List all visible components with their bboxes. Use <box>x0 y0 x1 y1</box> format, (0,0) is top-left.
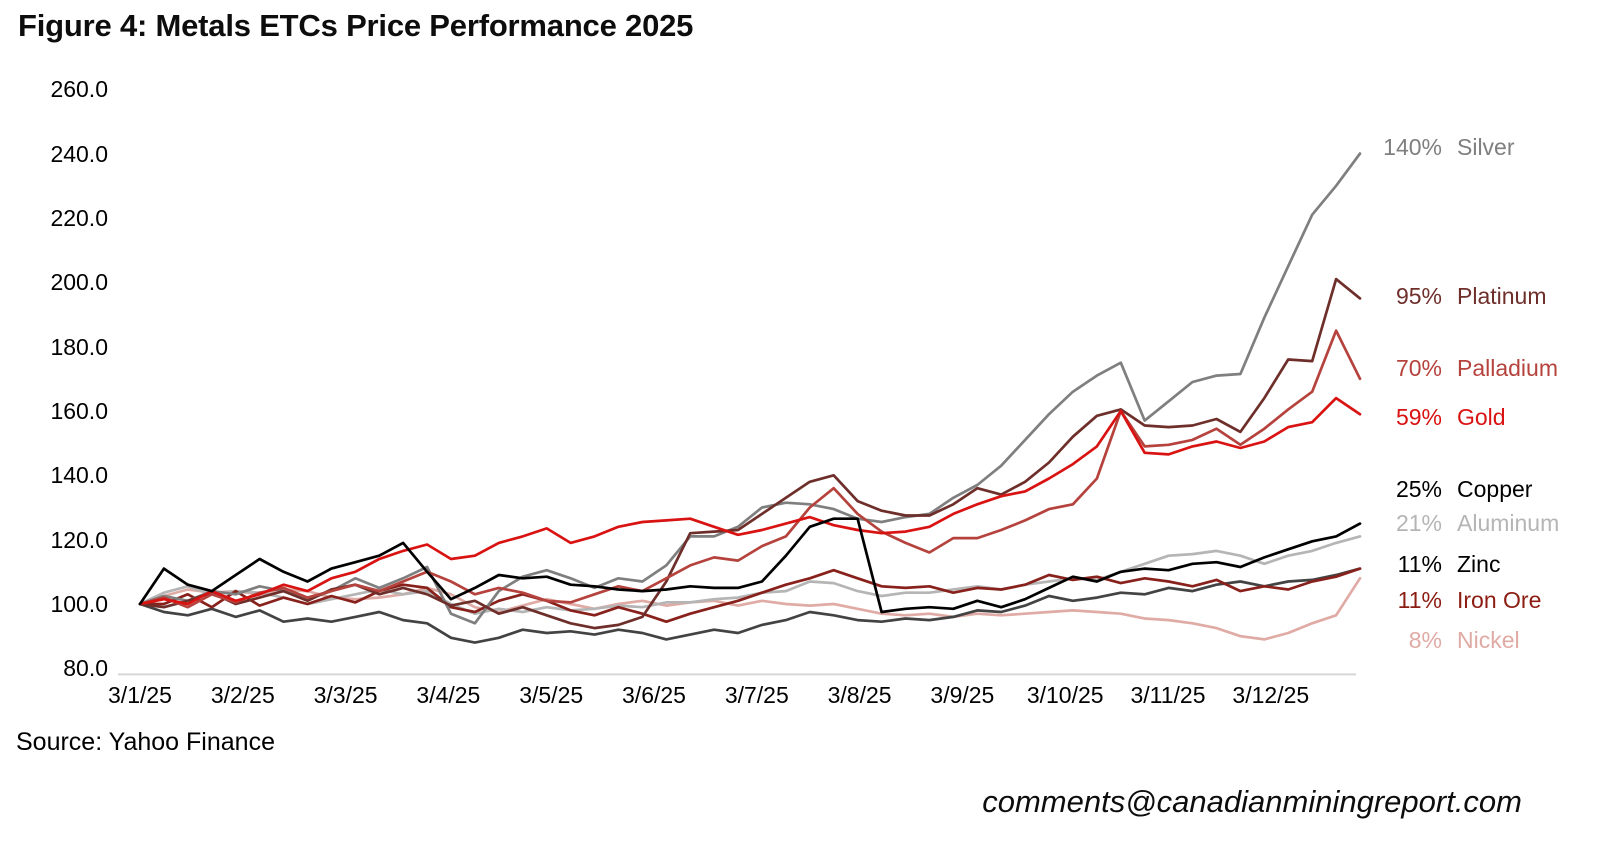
series-pct: 21% <box>1395 510 1442 536</box>
x-tick-label: 3/10/25 <box>1026 682 1104 708</box>
line-platinum <box>138 277 1362 630</box>
series-label-zinc: 11% Zinc <box>1366 551 1501 578</box>
series-name: Aluminum <box>1457 510 1560 536</box>
series-pct: 59% <box>1395 404 1442 430</box>
series-name: Palladium <box>1457 355 1558 381</box>
footer-email: comments@canadianminingreport.com <box>982 784 1522 819</box>
series-pct: 25% <box>1395 476 1442 502</box>
series-label-aluminum: 21% Aluminum <box>1366 510 1559 537</box>
series-name: Nickel <box>1457 627 1520 653</box>
y-tick-label: 120.0 <box>50 526 108 553</box>
series-pct: 11% <box>1397 551 1442 577</box>
x-tick-label: 3/4/25 <box>416 682 481 708</box>
page-title: Figure 4: Metals ETCs Price Performance … <box>18 8 694 43</box>
source-note: Source: Yahoo Finance <box>16 728 275 756</box>
line-iron-ore <box>138 567 1362 624</box>
y-tick-label: 220.0 <box>50 204 108 231</box>
y-tick-label: 200.0 <box>50 269 108 296</box>
x-tick-label: 3/11/25 <box>1130 682 1206 708</box>
x-tick-label: 3/12/25 <box>1232 682 1310 708</box>
line-gold <box>138 396 1362 606</box>
line-silver <box>138 152 1362 625</box>
x-tick-label: 3/6/25 <box>622 682 686 708</box>
y-tick-label: 80.0 <box>63 655 108 682</box>
line-aluminum <box>138 535 1362 616</box>
series-pct: 140% <box>1383 134 1442 160</box>
series-pct: 11% <box>1397 587 1442 613</box>
series-pct: 95% <box>1395 283 1442 309</box>
series-label-palladium: 70% Palladium <box>1366 355 1558 382</box>
x-tick-label: 3/5/25 <box>519 682 584 708</box>
series-label-gold: 59% Gold <box>1366 404 1506 431</box>
series-name: Iron Ore <box>1457 587 1542 613</box>
x-tick-label: 3/2/25 <box>210 682 275 708</box>
series-label-platinum: 95% Platinum <box>1366 283 1547 310</box>
y-tick-label: 140.0 <box>50 462 108 489</box>
x-tick-label: 3/7/25 <box>724 682 789 708</box>
series-name: Silver <box>1457 134 1515 160</box>
series-name: Platinum <box>1457 283 1547 309</box>
line-zinc <box>138 567 1362 644</box>
line-palladium <box>138 329 1362 609</box>
x-tick-label: 3/8/25 <box>827 682 892 708</box>
series-pct: 8% <box>1408 627 1442 653</box>
series-label-nickel: 8% Nickel <box>1366 627 1520 654</box>
x-tick-label: 3/3/25 <box>313 682 378 708</box>
x-tick-label: 3/9/25 <box>930 682 995 708</box>
line-copper <box>138 517 1362 614</box>
series-name: Gold <box>1457 404 1506 430</box>
y-tick-label: 160.0 <box>50 397 108 424</box>
series-label-iron-ore: 11% Iron Ore <box>1366 587 1542 614</box>
y-tick-label: 180.0 <box>50 333 108 360</box>
y-tick-label: 240.0 <box>50 140 108 167</box>
y-tick-label: 260.0 <box>50 76 108 103</box>
series-label-copper: 25% Copper <box>1366 476 1532 503</box>
series-name: Copper <box>1457 476 1533 502</box>
series-pct: 70% <box>1395 355 1442 381</box>
series-name: Zinc <box>1457 551 1501 577</box>
x-tick-label: 3/1/25 <box>108 682 172 708</box>
y-tick-label: 100.0 <box>50 591 108 617</box>
series-label-silver: 140% Silver <box>1366 134 1515 161</box>
